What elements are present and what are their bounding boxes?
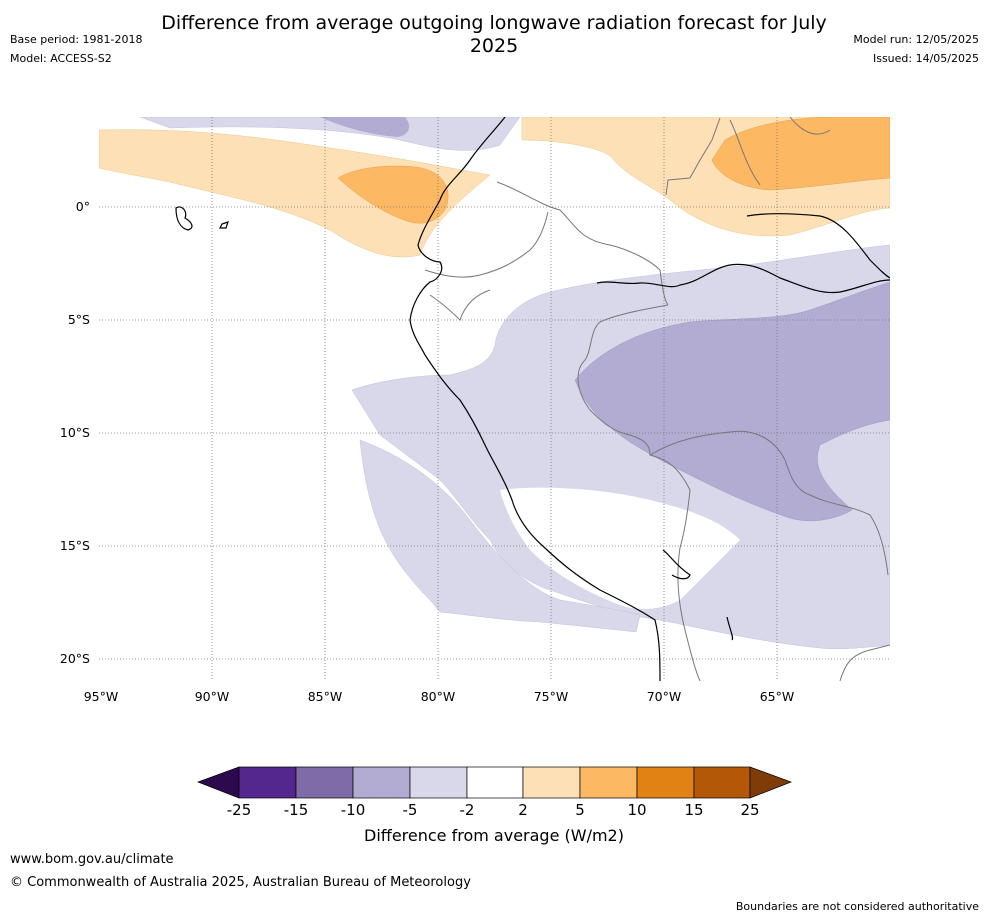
footer-copyright: © Commonwealth of Australia 2025, Austra… xyxy=(10,875,471,890)
lon-label: 85°W xyxy=(307,689,343,704)
colorbar-tick: 2 xyxy=(518,801,528,819)
lon-label: 70°W xyxy=(646,689,682,704)
map-field xyxy=(99,117,890,681)
lat-label: 0° xyxy=(75,199,90,214)
colorbar-tick: 25 xyxy=(740,801,760,819)
colorbar-cell xyxy=(693,766,751,799)
colorbar-cell xyxy=(352,766,411,799)
lon-label: 80°W xyxy=(420,689,456,704)
anomaly-region-2-5-northwest xyxy=(99,129,491,258)
footer-url[interactable]: www.bom.gov.au/climate xyxy=(10,852,174,867)
colorbar-cell xyxy=(579,766,638,799)
colorbar-tick: -5 xyxy=(402,801,418,819)
lon-label: 90°W xyxy=(194,689,230,704)
country-borders xyxy=(424,117,890,681)
lat-label: 5°S xyxy=(67,312,90,327)
footer-boundaries-note: Boundaries are not considered authoritat… xyxy=(735,900,979,913)
colorbar-tick: 15 xyxy=(684,801,704,819)
lon-label: 75°W xyxy=(533,689,569,704)
graticule xyxy=(99,117,890,681)
colorbar-cell xyxy=(295,766,354,799)
colorbar-extend-low xyxy=(197,766,240,799)
colorbar-cell xyxy=(636,766,695,799)
colorbar-extend-high xyxy=(749,766,792,799)
colorbar-tick: -10 xyxy=(340,801,366,819)
colorbar-cell xyxy=(466,766,524,799)
colorbar-tick: -25 xyxy=(226,801,252,819)
anomaly-region-neg2-neg5-southwest xyxy=(359,439,641,633)
colorbar-cell xyxy=(238,766,297,799)
issued-date: Issued: 14/05/2025 xyxy=(872,52,979,65)
colorbar-cell xyxy=(522,766,581,799)
anomaly-region-neg5-neg10-top xyxy=(320,117,410,137)
colorbar-tick: 10 xyxy=(627,801,647,819)
anomaly-region-5-10-northeast xyxy=(711,117,890,191)
model-run: Model run: 12/05/2025 xyxy=(853,33,979,46)
base-period: Base period: 1981-2018 xyxy=(10,33,143,46)
lon-label: 95°W xyxy=(83,689,119,704)
anomaly-region-neg5-neg10-core xyxy=(574,281,890,522)
colorbar xyxy=(197,766,792,799)
colorbar-cell xyxy=(409,766,468,799)
colorbar-tick: 5 xyxy=(575,801,585,819)
coastline xyxy=(175,117,890,681)
colorbar-title: Difference from average (W/m2) xyxy=(364,826,624,845)
map-title: Difference from average outgoing longwav… xyxy=(161,12,827,57)
colorbar-tick: -15 xyxy=(283,801,309,819)
colorbar-tick: -2 xyxy=(459,801,475,819)
anomaly-region-5-10-northwest xyxy=(337,165,449,224)
model-name: Model: ACCESS-S2 xyxy=(10,52,112,65)
lat-label: 15°S xyxy=(59,538,90,553)
lat-label: 10°S xyxy=(59,425,90,440)
lon-label: 65°W xyxy=(759,689,795,704)
lat-label: 20°S xyxy=(59,651,90,666)
